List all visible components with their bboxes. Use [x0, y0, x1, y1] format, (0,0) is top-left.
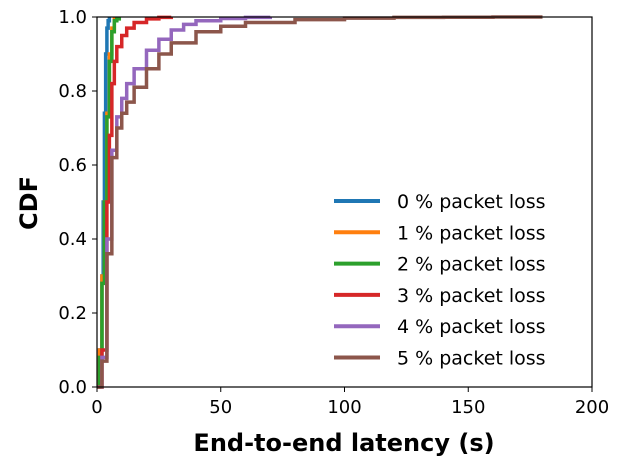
legend-label: 4 % packet loss [397, 316, 546, 338]
x-tick-label: 100 [327, 397, 361, 418]
legend-label: 5 % packet loss [397, 348, 546, 370]
y-axis-title: CDF [15, 176, 43, 230]
legend: 0 % packet loss 1 % packet loss 2 % packet… [334, 191, 546, 370]
y-tick-label: 0.2 [58, 303, 87, 324]
x-axis-title: End-to-end latency (s) [193, 429, 494, 457]
x-tick-label: 0 [91, 397, 102, 418]
legend-label: 1 % packet loss [397, 222, 546, 244]
x-tick-label: 200 [575, 397, 609, 418]
y-tick-label: 1.0 [58, 7, 87, 28]
x-tick-label: 150 [451, 397, 485, 418]
y-tick-label: 0.0 [58, 377, 87, 398]
y-tick-label: 0.8 [58, 81, 87, 102]
legend-label: 3 % packet loss [397, 285, 546, 307]
y-tick-label: 0.6 [58, 155, 87, 176]
x-tick-label: 50 [209, 397, 232, 418]
series-line-4 [97, 15, 272, 389]
x-axis-ticks: 0 50 100 150 200 [91, 387, 609, 418]
legend-label: 0 % packet loss [397, 191, 546, 213]
series-layer [97, 15, 543, 389]
y-axis-ticks: 0.0 0.2 0.4 0.6 0.8 1.0 [58, 7, 97, 398]
series-line-5 [97, 15, 543, 389]
legend-label: 2 % packet loss [397, 254, 546, 276]
y-tick-label: 0.4 [58, 229, 87, 250]
series-line-3 [97, 15, 173, 389]
